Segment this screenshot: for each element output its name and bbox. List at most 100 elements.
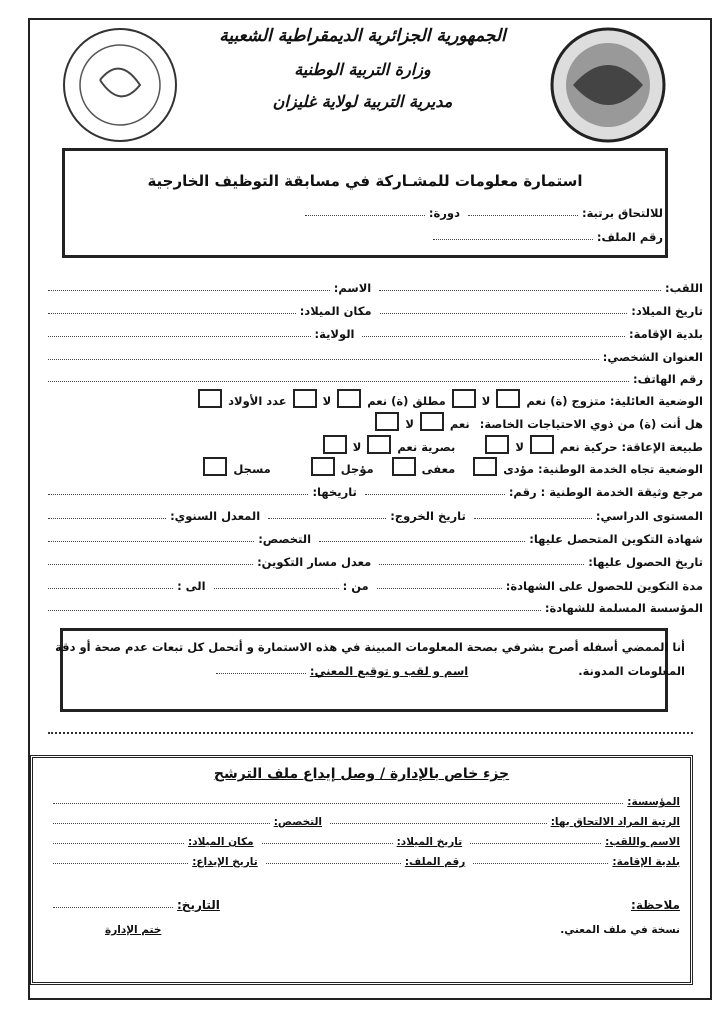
- postponed-checkbox[interactable]: [310, 457, 335, 476]
- married-no-label: لا: [481, 394, 491, 408]
- phone-field[interactable]: [48, 381, 630, 382]
- institution-field[interactable]: [48, 610, 541, 611]
- registered-label: مسجل: [233, 462, 271, 476]
- declaration-box: [60, 628, 668, 712]
- page-border: [28, 18, 712, 1000]
- admin-specialty-label: التخصص:: [273, 816, 322, 828]
- admin-birth-place-field[interactable]: [53, 843, 184, 844]
- specialty-field[interactable]: [48, 541, 255, 542]
- exit-date-label: تاريخ الخروج:: [390, 509, 466, 523]
- wilaya-label: الولاية:: [314, 327, 355, 341]
- admin-rank-field[interactable]: [329, 823, 547, 824]
- admin-birth-date-field[interactable]: [261, 843, 393, 844]
- admin-residence-field[interactable]: [473, 863, 609, 864]
- admin-box: [30, 755, 693, 985]
- surname-label: اللقب:: [664, 281, 703, 295]
- divorced-no-label: لا: [322, 394, 332, 408]
- wilaya-field[interactable]: [48, 336, 311, 337]
- to-field[interactable]: [48, 588, 174, 589]
- ministry-name: وزارة التربية الوطنية: [294, 60, 431, 79]
- residence-label: بلدية الإقامة:: [629, 327, 703, 341]
- specialty-label: التخصص:: [258, 532, 312, 546]
- visual-no-checkbox[interactable]: [322, 435, 347, 454]
- admin-file-no-label: رقم الملف:: [404, 856, 466, 868]
- signature-label: اسم و لقب و توقيع المعني:: [309, 664, 469, 678]
- birth-place-field[interactable]: [47, 313, 296, 314]
- session-label: دورة:: [428, 206, 460, 220]
- exit-date-field[interactable]: [268, 518, 387, 519]
- admin-date-field[interactable]: [53, 907, 173, 908]
- divorced-no-checkbox[interactable]: [292, 389, 317, 408]
- declaration-text: أنا الممضي أسفله أصرح بشرفي بصحة المعلوم…: [55, 640, 685, 654]
- session-field[interactable]: [304, 215, 425, 216]
- special-yes-checkbox[interactable]: [419, 412, 444, 431]
- training-avg-field[interactable]: [47, 564, 254, 565]
- admin-specialty-field[interactable]: [53, 823, 270, 824]
- admin-stamp-label: ختم الإدارة: [105, 924, 162, 936]
- annual-avg-label: المعدل السنوي:: [170, 509, 261, 523]
- address-field[interactable]: [48, 359, 599, 360]
- rank-label: للالتحاق برتبة:: [581, 206, 663, 220]
- level-field[interactable]: [473, 518, 592, 519]
- children-count-box[interactable]: [198, 389, 223, 408]
- motor-no-label: لا: [515, 440, 524, 454]
- admin-institution-field[interactable]: [53, 803, 624, 804]
- phone-label: رقم الهاتف:: [633, 372, 703, 386]
- admin-date-label: التاريخ:: [177, 898, 220, 912]
- address-label: العنوان الشخصي:: [602, 350, 703, 364]
- service-doc-date-field[interactable]: [48, 494, 309, 495]
- divorced-label: مطلق (ة) نعم: [367, 394, 446, 408]
- residence-field[interactable]: [362, 336, 625, 337]
- certificate-field[interactable]: [319, 541, 526, 542]
- file-no-field[interactable]: [432, 239, 593, 240]
- motor-no-checkbox[interactable]: [485, 435, 510, 454]
- admin-birth-date-label: تاريخ الميلاد:: [396, 836, 463, 848]
- ministry-seal: [63, 28, 177, 142]
- registered-checkbox[interactable]: [203, 457, 228, 476]
- surname-field[interactable]: [379, 290, 661, 291]
- birth-date-field[interactable]: [379, 313, 628, 314]
- to-label: الى :: [177, 579, 206, 593]
- copy-note: نسخة في ملف المعني.: [560, 924, 680, 936]
- birth-place-label: مكان الميلاد:: [299, 304, 372, 318]
- married-yes-checkbox[interactable]: [496, 389, 521, 408]
- admin-institution-label: المؤسسة:: [627, 796, 680, 808]
- directorate-name: مديرية التربية لولاية غليزان: [272, 92, 453, 111]
- level-label: المستوى الدراسي:: [595, 509, 703, 523]
- institution-label: المؤسسة المسلمة للشهادة:: [544, 601, 703, 615]
- training-avg-label: معدل مسار التكوين:: [257, 555, 372, 569]
- service-doc-field[interactable]: [364, 494, 505, 495]
- duration-field[interactable]: [376, 588, 502, 589]
- annual-avg-field[interactable]: [48, 518, 167, 519]
- admin-rank-label: الرتبة المراد الالتحاق بها:: [550, 816, 680, 828]
- motor-yes-checkbox[interactable]: [529, 435, 554, 454]
- obtained-date-field[interactable]: [379, 564, 585, 565]
- admin-birth-place-label: مكان الميلاد:: [188, 836, 254, 848]
- duration-label: مدة التكوين للحصول على الشهادة:: [505, 579, 703, 593]
- visual-disability-label: بصرية نعم: [397, 440, 456, 454]
- signature-field[interactable]: [215, 673, 306, 674]
- special-yes-label: نعم: [449, 417, 470, 431]
- special-no-checkbox[interactable]: [375, 412, 400, 431]
- file-no-label: رقم الملف:: [596, 230, 663, 244]
- visual-yes-checkbox[interactable]: [367, 435, 392, 454]
- admin-name-label: الاسم واللقب:: [605, 836, 680, 848]
- married-no-checkbox[interactable]: [451, 389, 476, 408]
- admin-file-no-field[interactable]: [265, 863, 401, 864]
- certificate-label: شهادة التكوين المتحصل عليها:: [529, 532, 703, 546]
- motor-disability-label: طبيعة الإعاقة: حركية نعم: [559, 440, 703, 454]
- republic-name: الجمهورية الجزائرية الديمقراطية الشعبية: [219, 26, 506, 46]
- service-done-label: الوضعية تجاه الخدمة الوطنية: مؤدى: [503, 462, 703, 476]
- admin-title: جزء خاص بالإدارة / وصل إيداع ملف الترشح: [213, 766, 510, 782]
- divorced-yes-checkbox[interactable]: [337, 389, 362, 408]
- admin-deposit-date-field[interactable]: [53, 863, 189, 864]
- birth-date-label: تاريخ الميلاد:: [631, 304, 703, 318]
- name-field[interactable]: [47, 290, 330, 291]
- obtained-date-label: تاريخ الحصول عليها:: [588, 555, 703, 569]
- from-field[interactable]: [213, 588, 339, 589]
- rank-field[interactable]: [467, 215, 578, 216]
- exempt-checkbox[interactable]: [391, 457, 416, 476]
- admin-name-field[interactable]: [470, 843, 602, 844]
- admin-residence-label: بلدية الإقامة:: [612, 856, 680, 868]
- service-done-checkbox[interactable]: [473, 457, 498, 476]
